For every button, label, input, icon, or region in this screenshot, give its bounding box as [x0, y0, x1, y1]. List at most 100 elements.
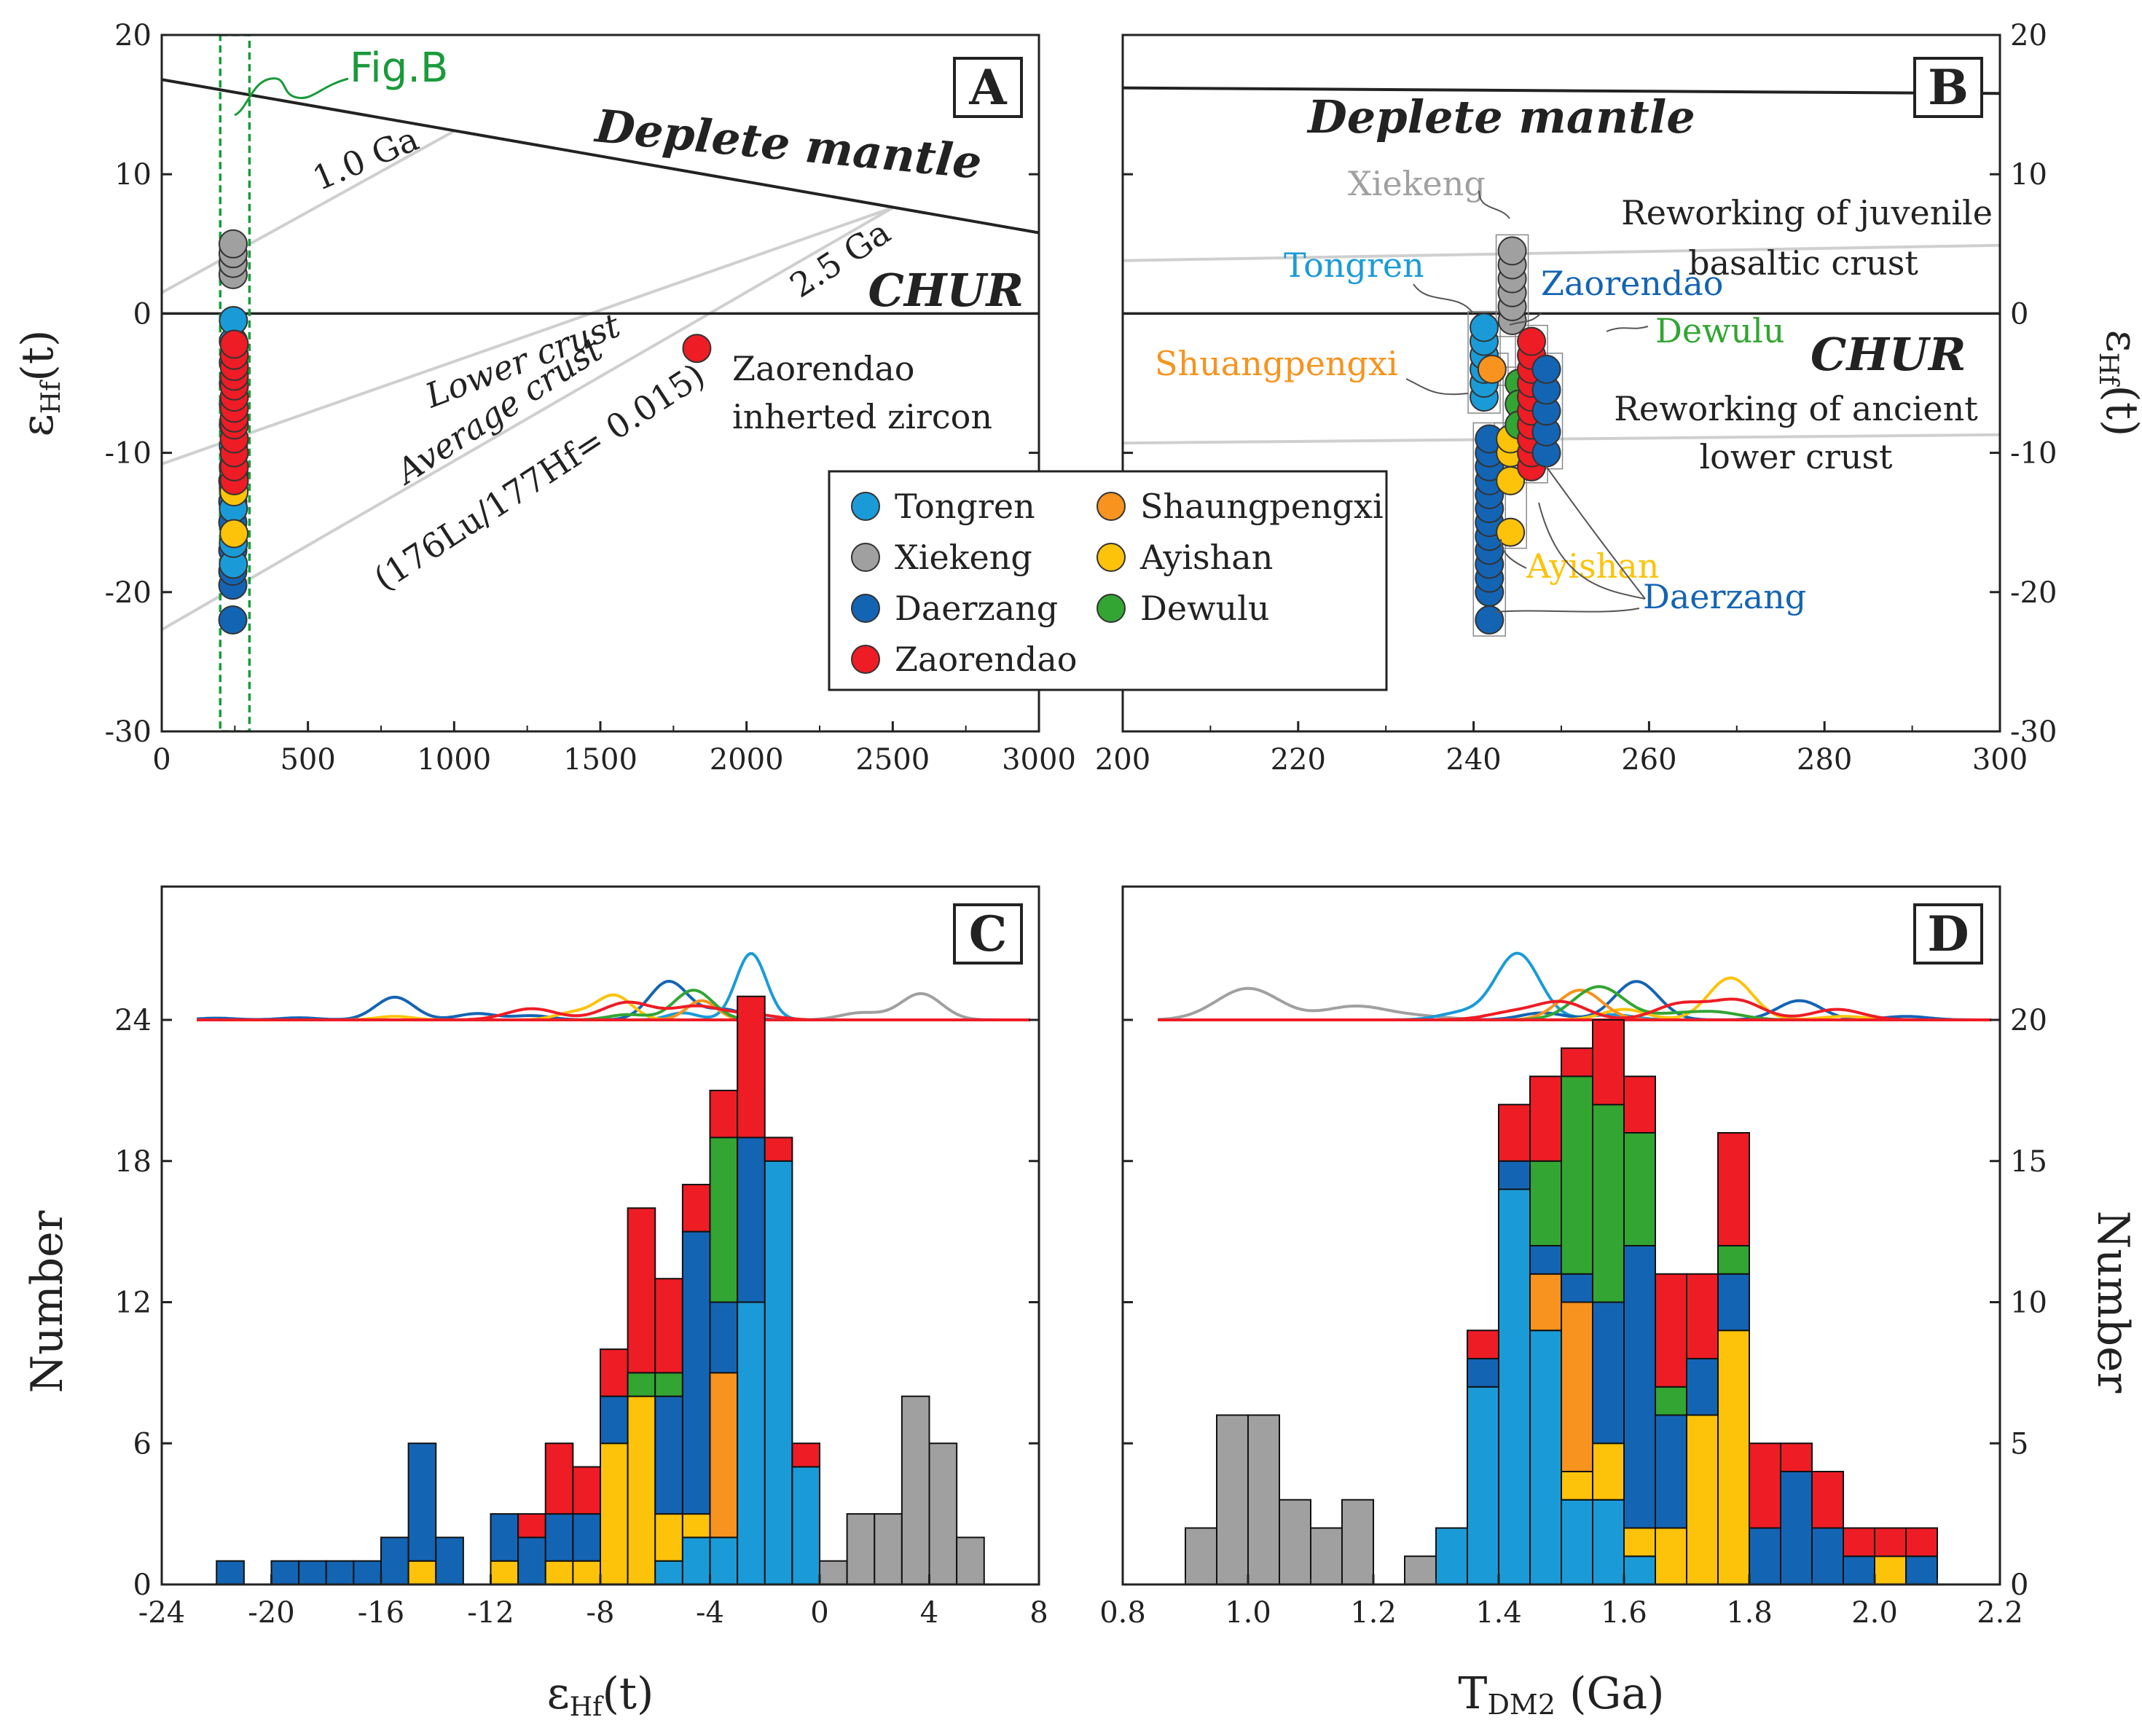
hist-bar-ayishan	[627, 1395, 656, 1585]
depleted-mantle-label-a: Deplete mantle	[592, 99, 984, 189]
y-tick-label: 15	[2010, 1145, 2047, 1179]
y-tick-label: -30	[2010, 715, 2057, 749]
x-tick-label: 260	[1621, 743, 1676, 777]
panel-d-letter: D	[1927, 906, 1969, 962]
hist-bar-zaorendao	[654, 1278, 683, 1374]
hist-bar-xiekeng	[1341, 1499, 1374, 1585]
hist-bar-xiekeng	[1404, 1555, 1437, 1585]
hist-bar-dewulu	[1717, 1245, 1750, 1275]
inherited-zircon-label-1: Zaorendao	[732, 349, 914, 388]
legend-label-daerzang: Daerzang	[895, 589, 1058, 628]
legend-marker-xiekeng	[851, 543, 880, 572]
hist-bar-daerzang	[600, 1395, 629, 1445]
hist-bar-daerzang	[572, 1513, 601, 1562]
hist-bar-zaorendao	[600, 1348, 629, 1397]
tongren-label-b: Tongren	[1284, 246, 1424, 285]
panel-d-ylabel: Number	[2087, 1211, 2138, 1394]
x-tick-label: 240	[1445, 743, 1501, 777]
y-tick-label: 20	[2010, 1004, 2047, 1037]
hist-bar-daerzang	[681, 1230, 711, 1515]
hist-bar-ayishan	[1874, 1555, 1907, 1585]
legend-marker-shuangpengxi	[1096, 492, 1126, 521]
hist-bar-daerzang	[298, 1560, 327, 1585]
hist-bar-zaorendao	[681, 1184, 711, 1233]
hist-bar-shuangpengxi	[1529, 1273, 1562, 1332]
x-tick-label: -16	[358, 1596, 404, 1630]
hist-bar-xiekeng	[874, 1513, 903, 1585]
x-tick-label: 1.0	[1225, 1596, 1271, 1630]
hist-bar-ayishan	[407, 1560, 437, 1585]
hist-bar-zaorendao	[1561, 1047, 1593, 1077]
legend-label-ayishan: Ayishan	[1139, 538, 1273, 577]
hist-bar-dewulu	[709, 1136, 739, 1303]
hist-bar-tongren	[1498, 1188, 1531, 1585]
hist-bar-tongren	[1623, 1555, 1656, 1585]
legend-marker-zaorendao	[851, 645, 880, 674]
panel-a-ylabel: εHf(t)	[12, 330, 66, 437]
x-tick-label: 1.8	[1726, 1596, 1773, 1630]
hist-bar-xiekeng	[956, 1536, 985, 1586]
hist-bar-zaorendao	[1623, 1075, 1656, 1134]
legend-label-xiekeng: Xiekeng	[895, 538, 1032, 577]
y-tick-label: 18	[114, 1145, 152, 1179]
panel-c-letter: C	[969, 906, 1008, 962]
panel-d-letter-box	[1913, 903, 1983, 965]
x-tick-label: 0	[152, 743, 170, 777]
hist-bar-tongren	[1561, 1499, 1593, 1585]
hist-bar-tongren	[1435, 1527, 1468, 1585]
panel-b-leaders	[1405, 190, 1649, 613]
hist-bar-ayishan	[1655, 1527, 1687, 1585]
hist-bar-zaorendao	[1655, 1273, 1687, 1388]
hist-bar-zaorendao	[1749, 1442, 1781, 1529]
x-tick-label: -8	[586, 1596, 615, 1630]
hist-bar-zaorendao	[1592, 1019, 1625, 1106]
y-tick-label: 0	[2010, 297, 2028, 331]
hist-bar-ayishan	[681, 1513, 711, 1539]
data-point-daerzang	[1475, 605, 1504, 635]
x-tick-label: 200	[1095, 743, 1150, 777]
ancient-crust-label-1: Reworking of ancient	[1614, 389, 1978, 428]
hist-bar-daerzang	[435, 1536, 464, 1586]
data-point-daerzang	[1531, 354, 1561, 384]
hist-bar-xiekeng	[1279, 1499, 1311, 1585]
juvenile-crust-line	[1123, 243, 2000, 262]
inherited-zircon-label-2: inherted zircon	[732, 397, 992, 436]
x-tick-label: -24	[138, 1596, 185, 1630]
hist-bar-tongren	[764, 1160, 793, 1585]
hist-bar-xiekeng	[819, 1560, 848, 1585]
y-tick-label: 10	[2010, 1287, 2047, 1320]
hist-bar-zaorendao	[1498, 1104, 1531, 1162]
data-point-ayishan	[219, 519, 249, 549]
hist-bar-daerzang	[1905, 1555, 1938, 1585]
depleted-mantle-line	[162, 78, 1039, 235]
kde-curve-tongren	[197, 951, 1030, 1021]
x-tick-label: 1.6	[1601, 1596, 1647, 1630]
hist-bar-daerzang	[407, 1442, 437, 1562]
y-tick-label: 24	[114, 1004, 152, 1037]
hist-bar-daerzang	[1498, 1160, 1531, 1190]
data-point-xiekeng	[1497, 236, 1527, 266]
panel-d: 0.8 1.0 1.2 1.4 1.6 1.8 2.0 2.20 5 10 15 20 D Numbe…	[1099, 885, 2138, 1721]
x-tick-label: 280	[1797, 743, 1852, 777]
kde-curve-tongren	[1158, 951, 1991, 1021]
hist-bar-tongren	[1592, 1499, 1625, 1585]
legend-marker-tongren	[851, 492, 880, 521]
x-tick-label: 300	[1972, 743, 2028, 777]
y-tick-label: 20	[114, 19, 152, 52]
hist-bar-ayishan	[544, 1560, 574, 1585]
y-tick-label: -10	[105, 437, 152, 471]
hist-bar-xiekeng	[1247, 1414, 1280, 1585]
x-tick-label: 220	[1271, 743, 1326, 777]
hist-bar-zaorendao	[737, 995, 766, 1139]
hist-bar-ayishan	[654, 1513, 683, 1562]
hist-bar-dewulu	[654, 1372, 683, 1397]
panel-b-letter: B	[1928, 59, 1969, 116]
hist-bar-zaorendao	[1529, 1075, 1562, 1162]
x-tick-label: 500	[280, 743, 335, 777]
hist-bar-xiekeng	[928, 1442, 958, 1585]
x-tick-label: -12	[467, 1596, 514, 1630]
hist-bar-ayishan	[572, 1560, 601, 1585]
hist-bar-zaorendao	[1467, 1330, 1499, 1359]
chur-label-b: CHUR	[1810, 328, 1966, 381]
